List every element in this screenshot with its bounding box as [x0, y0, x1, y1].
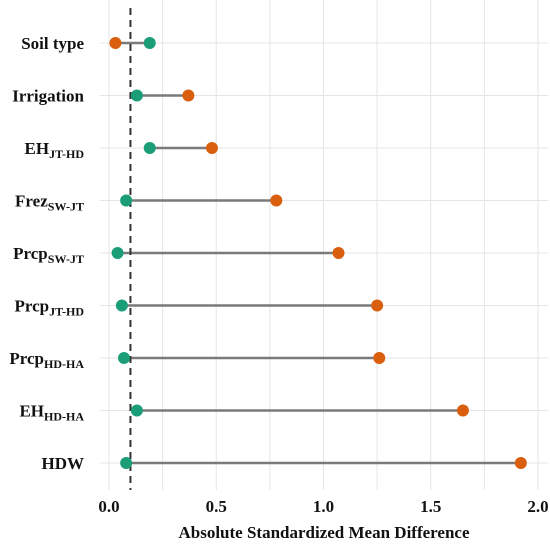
y-label-base: Prcp: [9, 349, 44, 368]
x-axis-ticks: 0.0 0.5 1.0 1.5 2.0: [98, 497, 548, 516]
orange-point: [332, 247, 345, 259]
green-point: [130, 404, 143, 417]
y-axis-labels: Soil typeIrrigationEHJT-HDFrezSW-JTPrcpS…: [9, 34, 84, 473]
x-tick-label: 2.0: [527, 497, 548, 516]
green-point: [120, 194, 133, 207]
y-label-subscript: JT-HD: [49, 147, 84, 161]
y-label-base: Prcp: [13, 244, 48, 263]
x-tick-label: 1.5: [420, 497, 441, 516]
y-axis-label: HDW: [42, 454, 85, 473]
orange-point: [182, 89, 195, 102]
x-tick-label: 0.0: [98, 497, 119, 516]
orange-point: [373, 352, 386, 364]
orange-point: [456, 404, 469, 417]
orange-point: [371, 299, 384, 312]
points: [109, 37, 527, 469]
y-axis-label: PrcpHD-HA: [9, 349, 84, 371]
orange-point: [514, 457, 527, 469]
y-label-base: Soil type: [21, 34, 84, 53]
x-tick-label: 1.0: [313, 497, 334, 516]
green-point: [143, 142, 156, 154]
y-axis-label: EHJT-HD: [25, 139, 85, 161]
y-axis-label: EHHD-HA: [19, 402, 84, 424]
y-label-base: HDW: [42, 454, 85, 473]
y-label-base: Irrigation: [12, 87, 84, 106]
orange-point: [205, 142, 218, 154]
y-label-subscript: JT-HD: [49, 305, 84, 319]
y-label-base: Prcp: [14, 297, 49, 316]
grid: [100, 0, 548, 490]
y-axis-label: PrcpJT-HD: [14, 297, 84, 319]
y-label-subscript: SW-JT: [48, 252, 84, 266]
y-axis-label: Soil type: [21, 34, 84, 53]
y-label-subscript: SW-JT: [48, 200, 84, 214]
green-point: [111, 247, 124, 259]
x-tick-label: 0.5: [206, 497, 227, 516]
y-axis-label: Irrigation: [12, 87, 84, 106]
y-label-base: EH: [25, 139, 50, 158]
y-axis-label: PrcpSW-JT: [13, 244, 84, 266]
green-point: [143, 37, 156, 49]
y-label-base: EH: [19, 402, 44, 421]
green-point: [115, 299, 128, 312]
y-label-subscript: HD-HA: [44, 357, 84, 371]
green-point: [118, 352, 131, 364]
y-axis-label: FrezSW-JT: [15, 192, 84, 214]
green-point: [130, 89, 143, 102]
orange-point: [270, 194, 283, 207]
x-axis-label: Absolute Standardized Mean Difference: [178, 523, 469, 542]
orange-point: [109, 37, 122, 49]
y-label-subscript: HD-HA: [44, 410, 84, 424]
segments: [115, 41, 521, 465]
y-label-base: Frez: [15, 192, 48, 211]
green-point: [120, 457, 133, 469]
